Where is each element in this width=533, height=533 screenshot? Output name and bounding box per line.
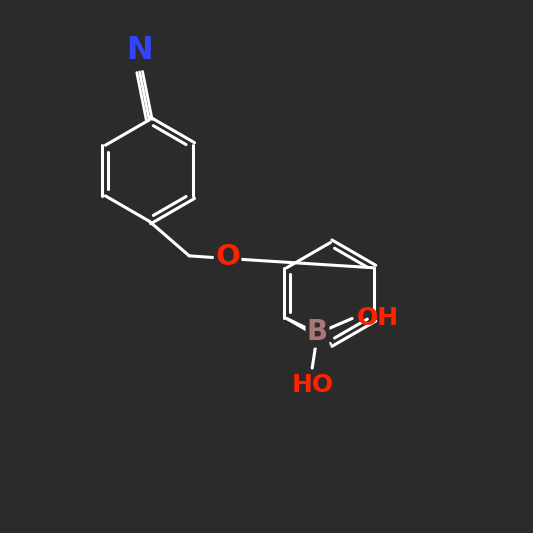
Text: N: N — [126, 35, 153, 66]
Text: B: B — [307, 318, 328, 346]
Text: HO: HO — [292, 373, 334, 398]
Text: O: O — [215, 244, 240, 271]
Text: OH: OH — [357, 306, 399, 330]
